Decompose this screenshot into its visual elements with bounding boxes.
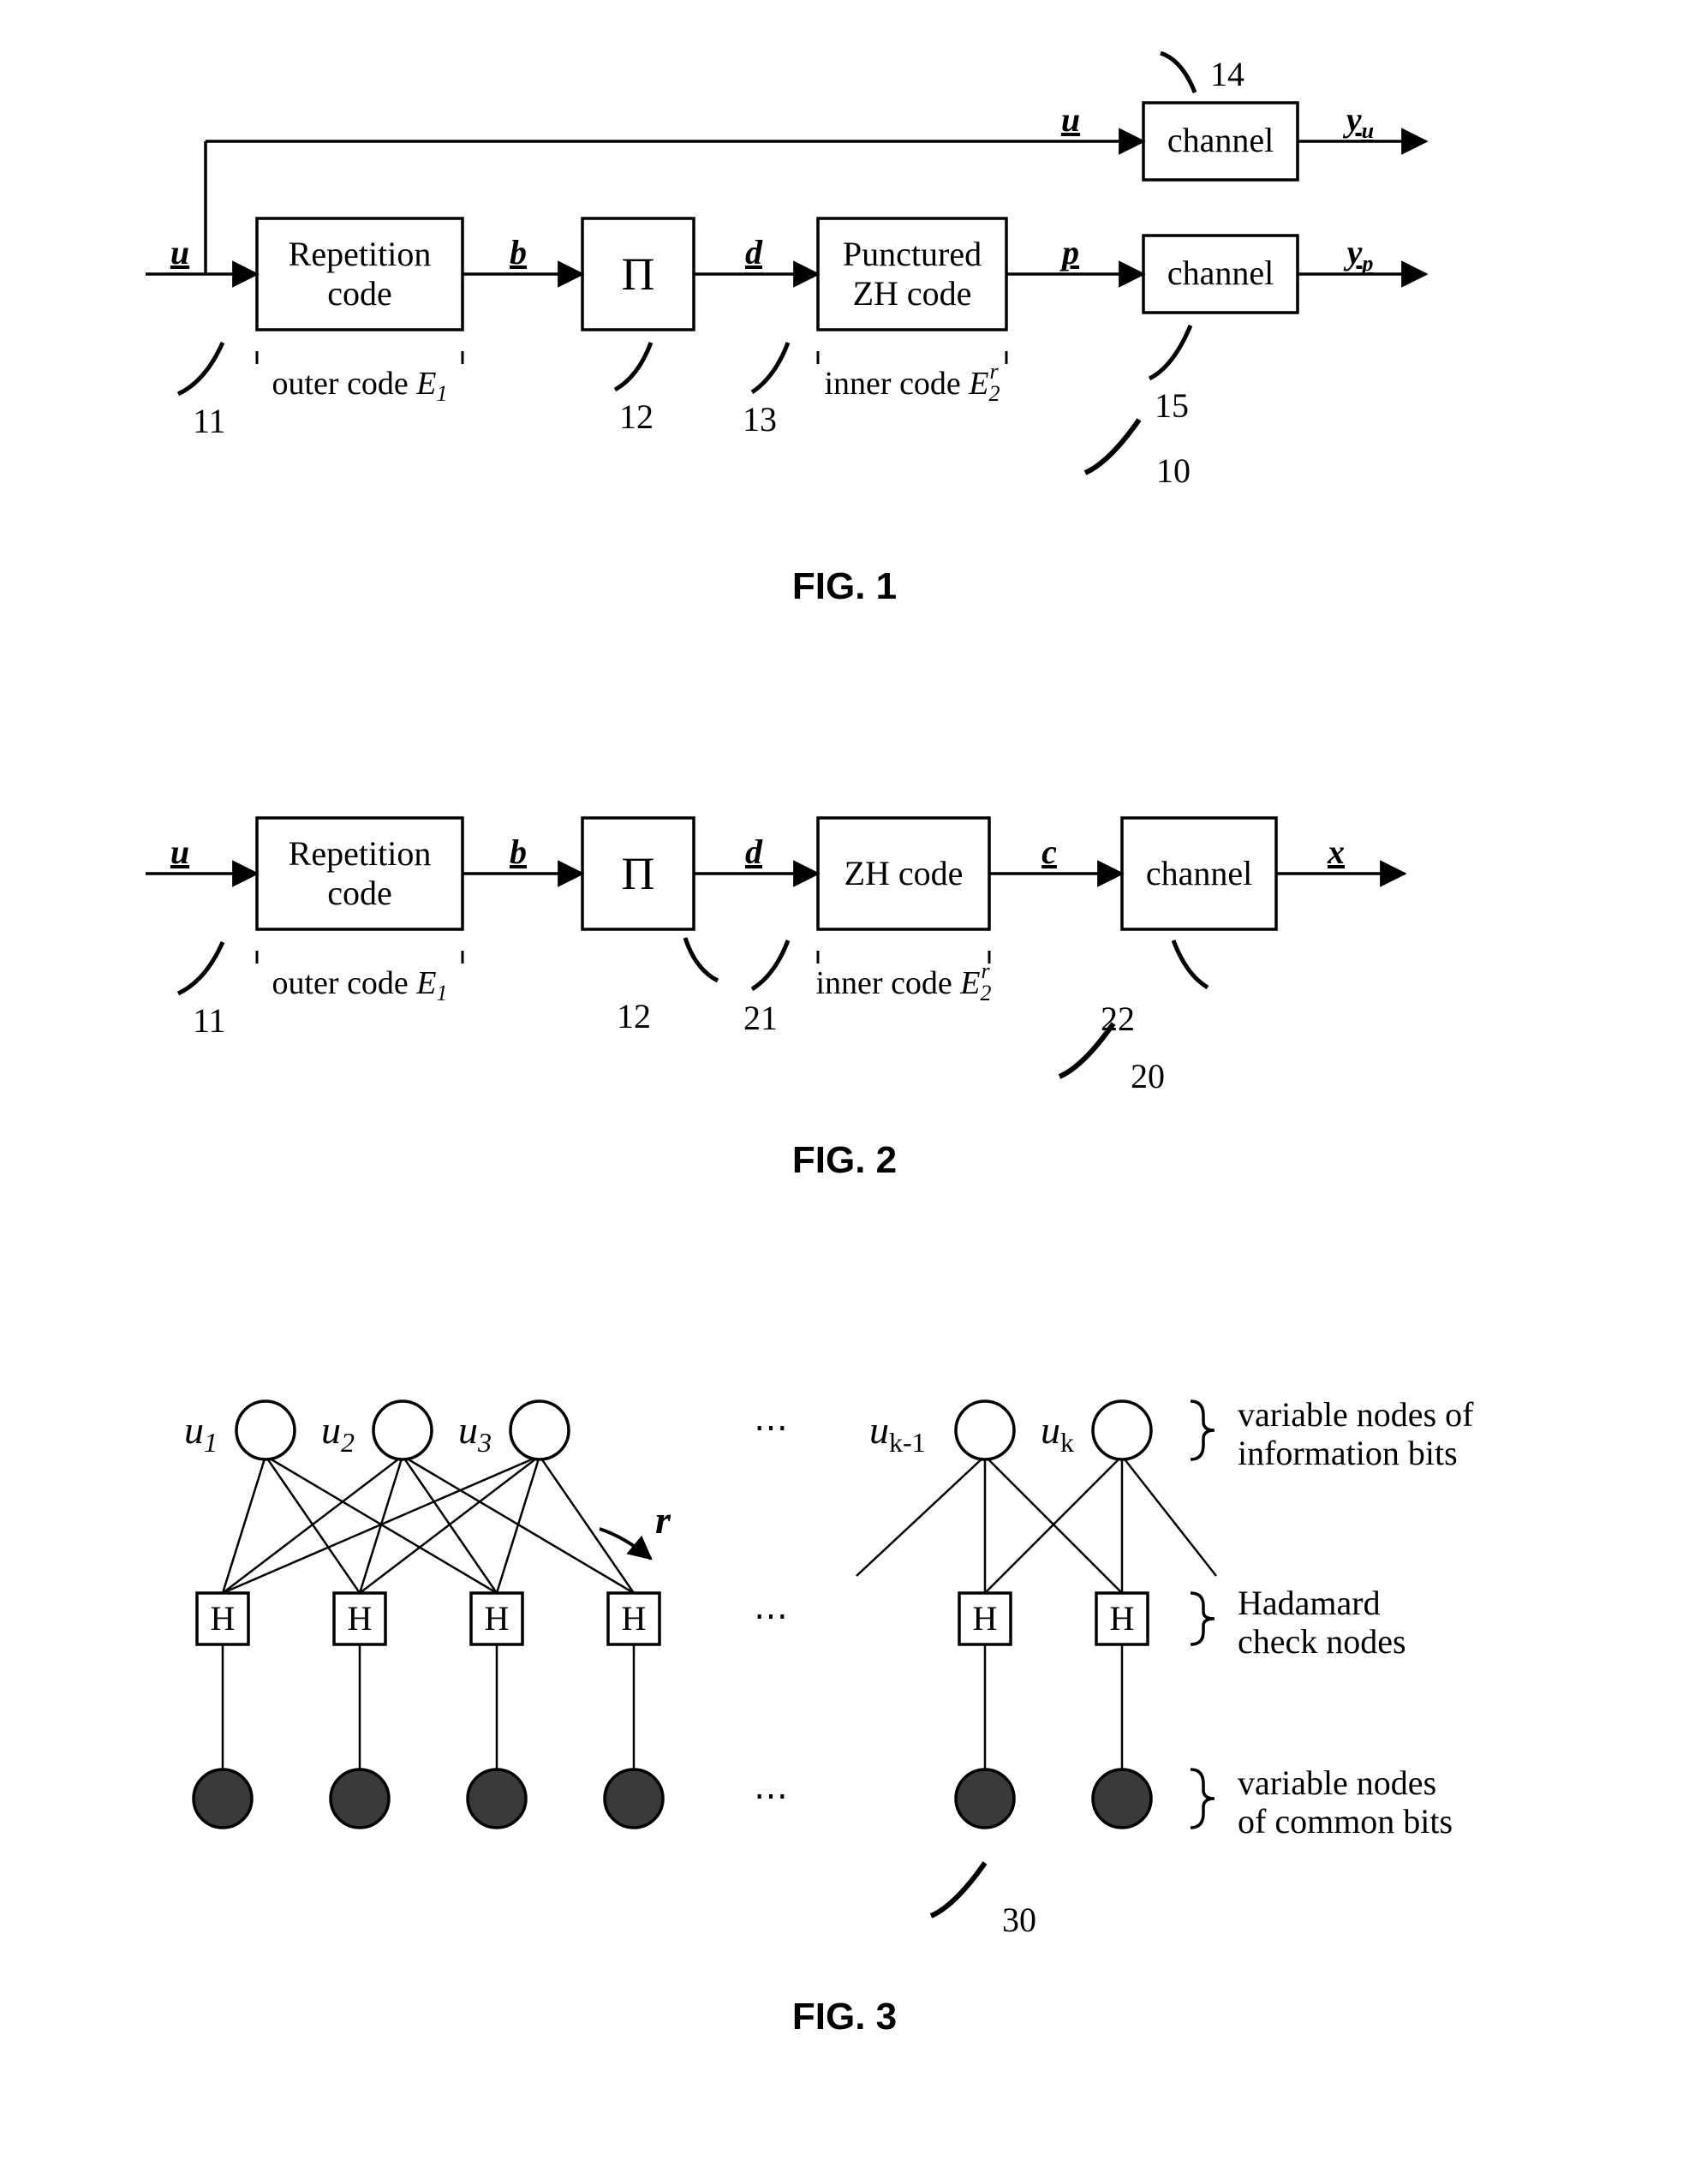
label-13: 13 [743,400,777,439]
fig3-caption: FIG. 3 [0,1996,1689,2038]
edges-bot-left [223,1644,634,1771]
sig-d: d [745,233,763,272]
label-30: 30 [1002,1901,1036,1939]
brace-top [1191,1401,1215,1459]
sig-yp: yp [1344,233,1374,276]
brace-mid-l2: check nodes [1238,1622,1406,1661]
f2-outer-caption: outer code E1 [272,965,447,1005]
fig2-svg: u Repetition code b Π d ZH code c channe… [0,745,1689,1190]
f2-hook-22 [1173,940,1208,988]
pzh-line2: ZH code [853,274,972,313]
dots-top: ⋯ [754,1408,788,1447]
f2-label-12: 12 [617,997,651,1035]
edges-bot-right [985,1644,1122,1771]
sig-p: p [1059,233,1079,272]
outer-caption: outer code E1 [272,366,447,406]
brace-bot [1191,1769,1215,1828]
ch1-label: channel [1167,121,1274,159]
svg-text:H: H [211,1599,236,1638]
hook-10 [1085,420,1139,473]
inner-caption: inner code E2r [824,359,1000,406]
edges-top-right [856,1456,1216,1593]
sig-yu: yu [1343,100,1374,143]
f2-sig-x: x [1327,832,1345,871]
svg-text:H: H [622,1599,647,1638]
ch2-label: channel [1167,254,1274,292]
label-15: 15 [1155,386,1189,425]
fig1-svg: u Repetition code b Π d Punctured ZH cod… [0,51,1689,608]
figure-2: u Repetition code b Π d ZH code c channe… [0,745,1689,1190]
f2-rep1: Repetition [289,834,432,873]
label-u3: u3 [458,1408,492,1458]
dots-bot: ⋯ [754,1776,788,1815]
brace-bot-l1: variable nodes [1238,1763,1436,1802]
f2-sig-d: d [745,832,763,871]
f2-ch: channel [1146,854,1252,892]
f2-sig-u: u [170,832,189,871]
hook-15 [1149,325,1191,379]
dots-mid: ⋯ [754,1596,788,1635]
brace-top-l1: variable nodes of [1238,1395,1474,1434]
sig-b: b [510,233,527,272]
f2-label-11: 11 [193,1001,226,1040]
sig-u-top: u [1061,100,1080,139]
fig2-caption: FIG. 2 [0,1139,1689,1182]
figure-1: u Repetition code b Π d Punctured ZH cod… [0,51,1689,608]
fig1-caption: FIG. 1 [0,565,1689,608]
hook-12 [615,343,651,390]
hook-13 [752,343,788,392]
label-10: 10 [1156,451,1191,490]
label-12: 12 [619,397,654,436]
label-11: 11 [193,402,226,440]
rep-line1: Repetition [289,235,432,273]
f2-label-20: 20 [1131,1057,1165,1095]
h-boxes: H H H H H H [197,1593,1148,1644]
brace-mid-l1: Hadamard [1238,1584,1381,1622]
label-14: 14 [1210,55,1244,93]
pzh-line1: Punctured [843,235,982,273]
rep-line2: code [327,274,392,313]
edges-top-left [223,1456,634,1593]
r-label: r [655,1498,671,1542]
svg-text:H: H [973,1599,998,1638]
top-circles [236,1401,1151,1459]
bottom-circles [194,1769,1151,1828]
f2-hook-20 [1059,1023,1113,1077]
label-uk: uk [1041,1408,1074,1458]
f2-zh: ZH code [844,854,964,892]
sig-u-in: u [170,233,189,272]
pi-label: Π [622,248,655,300]
f2-sig-b: b [510,832,527,871]
f2-pi: Π [622,848,655,899]
svg-text:H: H [348,1599,373,1638]
label-uk1: uk-1 [869,1408,926,1458]
brace-bot-l2: of common bits [1238,1802,1453,1841]
f2-sig-c: c [1041,832,1057,871]
f2-hook-12 [685,938,718,981]
label-u1: u1 [184,1408,218,1458]
f2-rep2: code [327,874,392,912]
fig3-svg: u1 u2 u3 uk-1 uk r H H H H H H ⋯ ⋯ ⋯ var… [0,1336,1689,2021]
brace-mid [1191,1593,1215,1644]
f2-inner-caption: inner code E2r [815,958,991,1005]
brace-top-l2: information bits [1238,1434,1458,1472]
f2-hook-11 [178,942,223,994]
label-u2: u2 [321,1408,355,1458]
f2-label-21: 21 [743,999,778,1037]
hook-30 [931,1863,985,1916]
f2-hook-21 [752,940,788,989]
figure-3: u1 u2 u3 uk-1 uk r H H H H H H ⋯ ⋯ ⋯ var… [0,1336,1689,2021]
hook-14 [1161,53,1195,92]
hook-11 [178,343,223,394]
svg-text:H: H [485,1599,510,1638]
svg-text:H: H [1110,1599,1135,1638]
